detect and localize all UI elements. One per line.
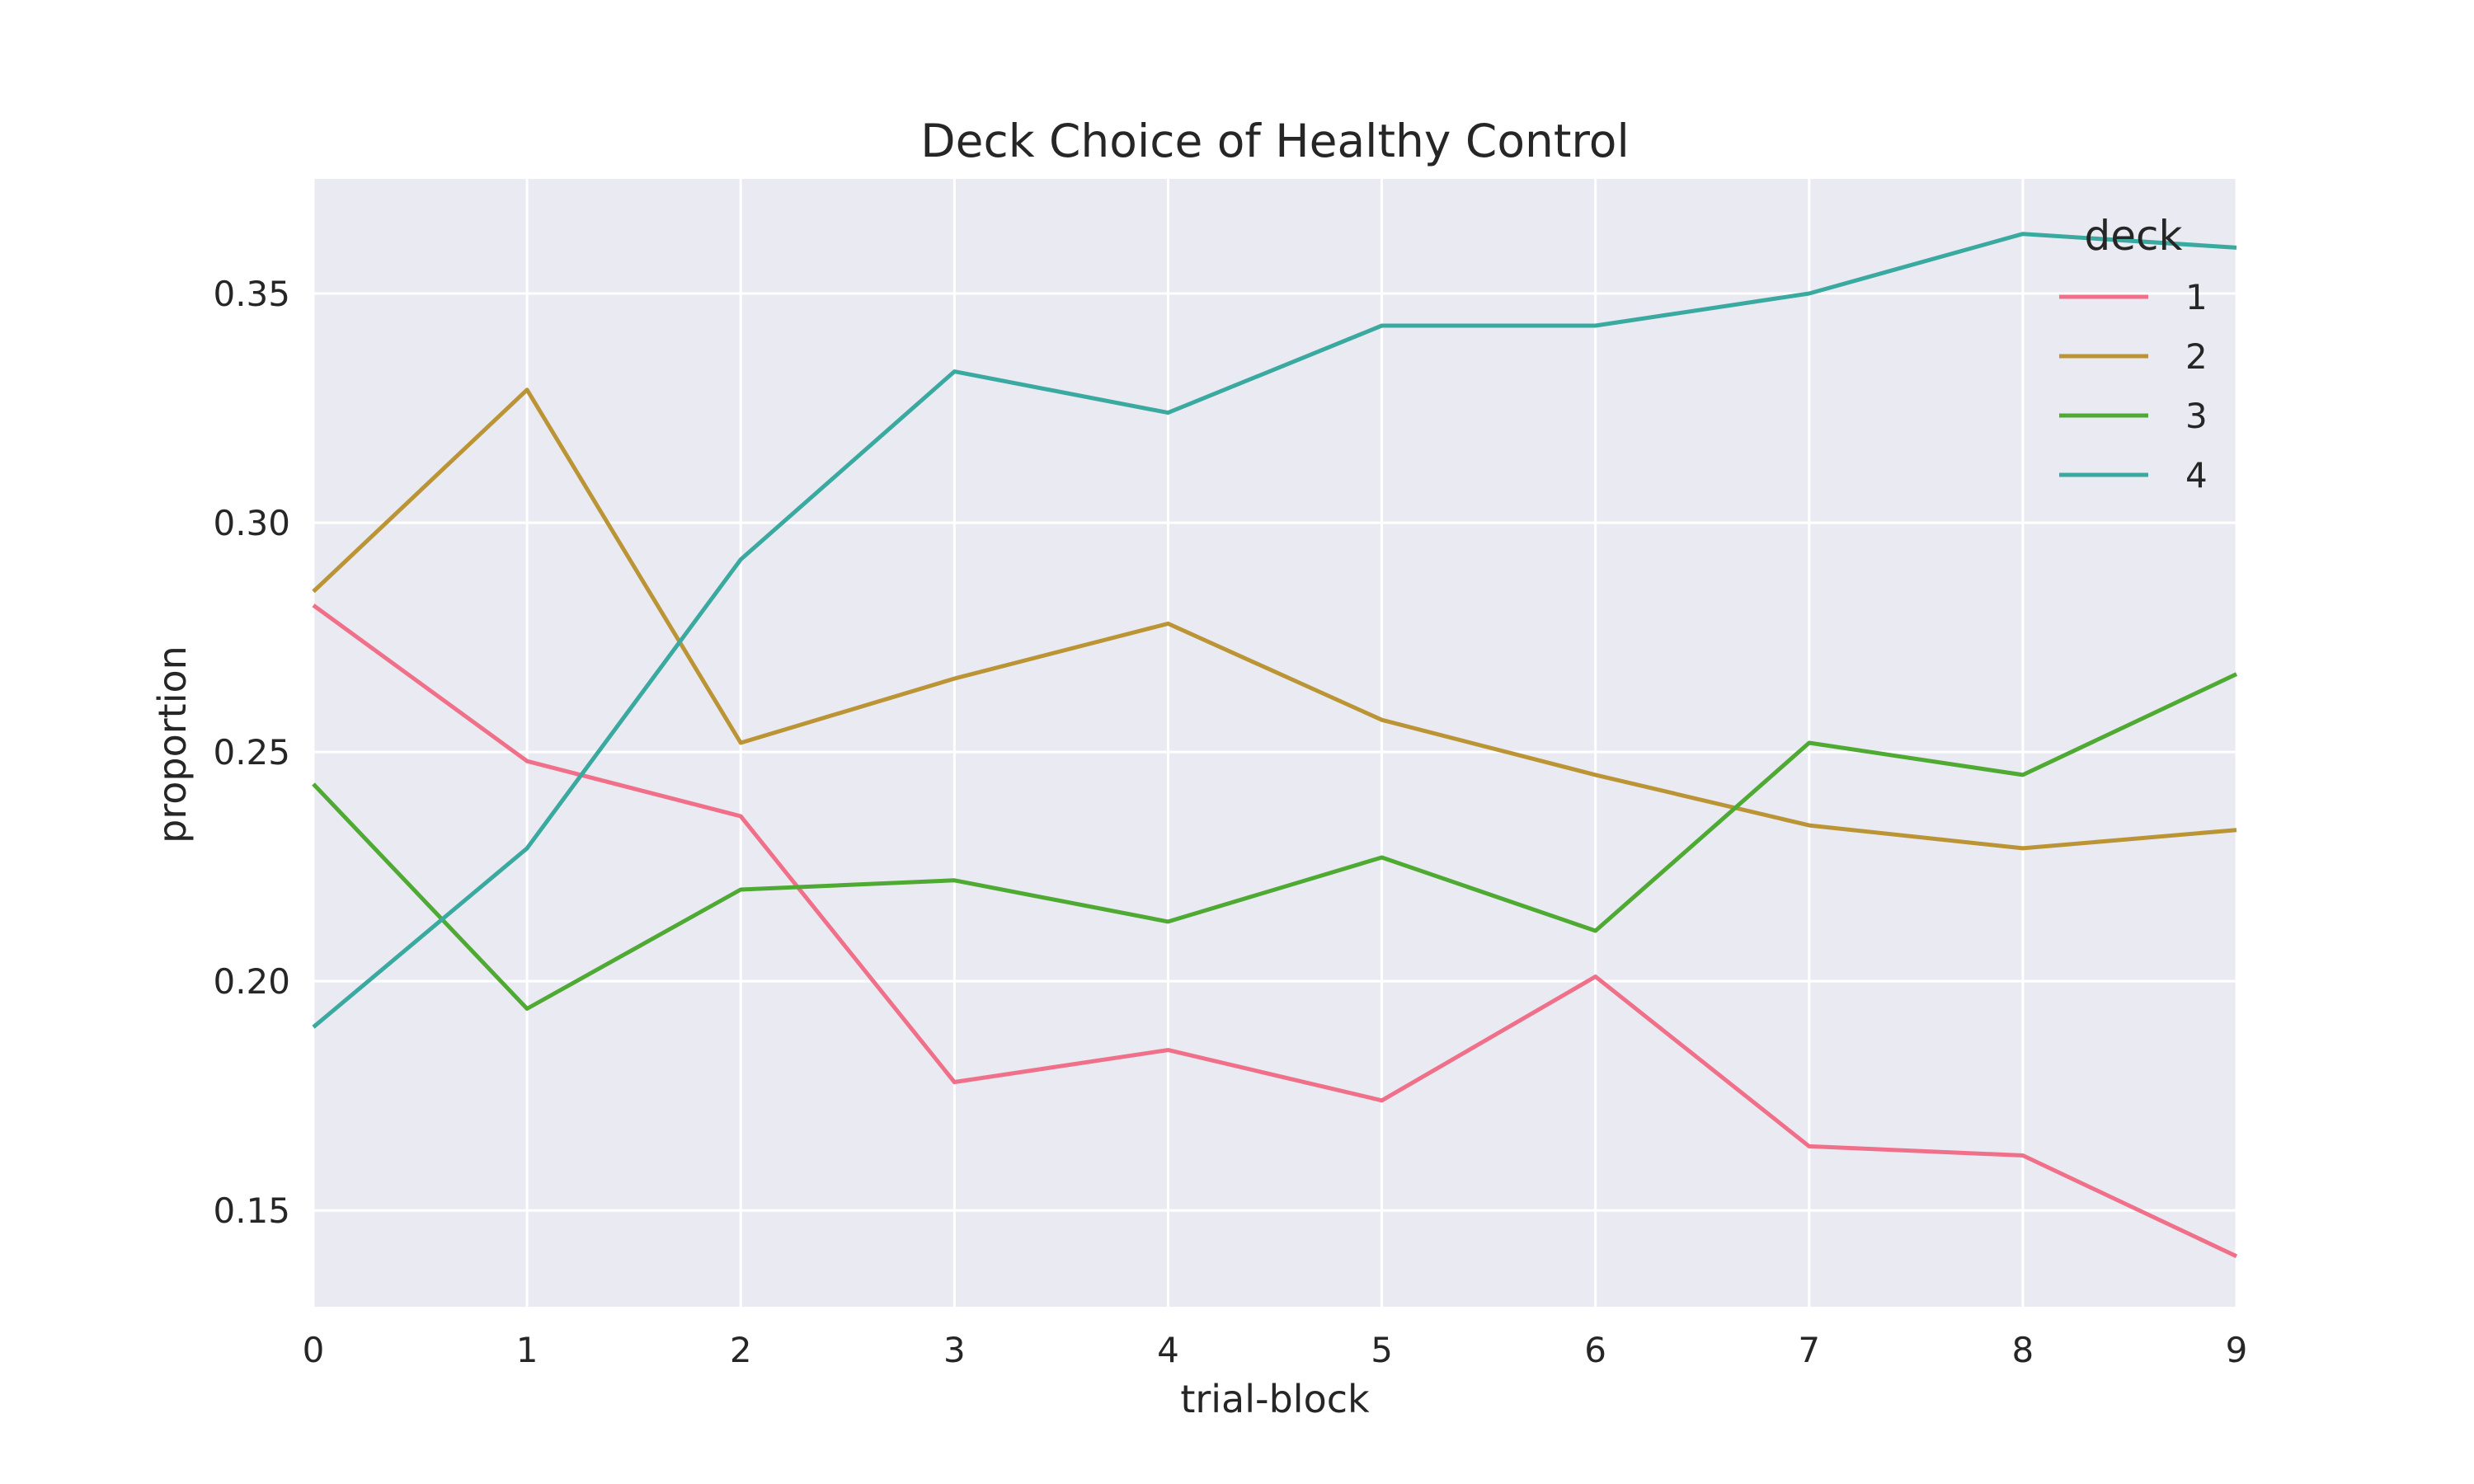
x-tick-label: 8 bbox=[2012, 1330, 2034, 1370]
plot-area-background bbox=[313, 179, 2236, 1307]
y-tick-label: 0.30 bbox=[213, 503, 290, 543]
y-tick-label: 0.20 bbox=[213, 961, 290, 1002]
chart-title: Deck Choice of Healthy Control bbox=[920, 115, 1629, 167]
x-axis-label: trial-block bbox=[1180, 1377, 1370, 1421]
legend-title: deck bbox=[2085, 212, 2183, 260]
x-tick-label: 3 bbox=[943, 1330, 966, 1370]
legend-label-deck-2: 2 bbox=[2185, 336, 2208, 377]
y-axis-label: proportion bbox=[150, 646, 195, 843]
y-tick-label: 0.15 bbox=[213, 1190, 290, 1231]
y-tick-label: 0.35 bbox=[213, 274, 290, 314]
x-tick-label: 5 bbox=[1371, 1330, 1393, 1370]
x-tick-label: 1 bbox=[516, 1330, 539, 1370]
x-tick-label: 6 bbox=[1584, 1330, 1606, 1370]
legend-items: 1 2 3 4 bbox=[2059, 277, 2208, 495]
vertical-gridlines bbox=[312, 179, 2238, 1307]
x-tick-label: 0 bbox=[303, 1330, 325, 1370]
x-tick-label: 4 bbox=[1157, 1330, 1179, 1370]
y-tick-labels: 0.15 0.20 0.25 0.30 0.35 bbox=[213, 274, 290, 1231]
x-tick-label: 2 bbox=[730, 1330, 752, 1370]
horizontal-gridlines bbox=[313, 292, 2236, 1212]
legend-label-deck-1: 1 bbox=[2185, 277, 2208, 317]
legend-label-deck-4: 4 bbox=[2185, 455, 2208, 495]
series-line-deck-4 bbox=[312, 232, 2237, 1029]
series-line-deck-3 bbox=[312, 672, 2238, 1011]
series-lines bbox=[312, 232, 2238, 1259]
series-line-deck-1 bbox=[312, 603, 2238, 1259]
x-tick-label: 7 bbox=[1798, 1330, 1820, 1370]
series-line-deck-2 bbox=[312, 387, 2237, 851]
legend-label-deck-3: 3 bbox=[2185, 396, 2208, 436]
legend: deck 1 2 3 4 bbox=[2059, 212, 2208, 495]
x-tick-label: 9 bbox=[2226, 1330, 2248, 1370]
y-tick-label: 0.25 bbox=[213, 732, 290, 773]
x-tick-labels: 0 1 2 3 4 5 6 7 8 9 bbox=[303, 1330, 2248, 1370]
